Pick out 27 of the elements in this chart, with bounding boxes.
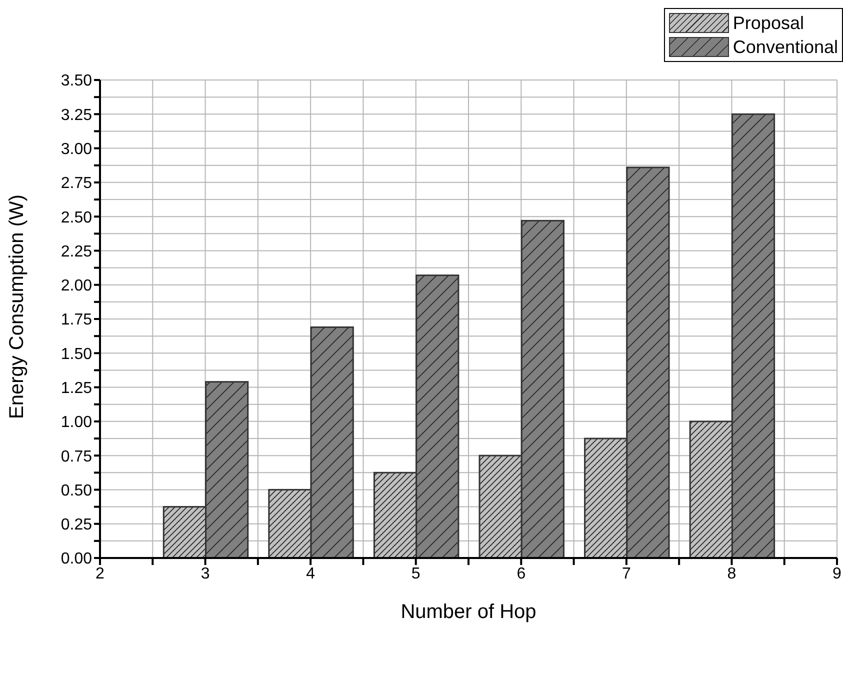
x-tick-label: 6 bbox=[516, 565, 526, 582]
y-tick-label: 3.00 bbox=[60, 140, 92, 158]
x-tick-label: 5 bbox=[411, 565, 420, 582]
x-tick-label: 4 bbox=[306, 565, 316, 582]
y-tick-label: 1.25 bbox=[60, 380, 92, 397]
y-tick-label: 2.00 bbox=[60, 278, 92, 295]
y-tick-label: 0.00 bbox=[60, 550, 92, 568]
y-tick-label: 3.25 bbox=[60, 106, 92, 124]
x-tick-label: 7 bbox=[622, 565, 631, 582]
y-tick-label: 2.50 bbox=[60, 209, 92, 226]
x-tick-label: 9 bbox=[832, 565, 842, 582]
y-tick-label: 0.75 bbox=[60, 448, 92, 466]
y-tick-label: 2.75 bbox=[60, 175, 92, 192]
y-tick-label: 1.00 bbox=[60, 414, 92, 432]
y-tick-label: 0.25 bbox=[60, 516, 92, 534]
y-tick-label: 3.50 bbox=[60, 72, 92, 90]
y-tick-label: 1.75 bbox=[60, 312, 92, 329]
x-tick-label: 3 bbox=[200, 565, 210, 582]
x-tick-label: 2 bbox=[96, 565, 105, 582]
y-tick-label: 0.50 bbox=[60, 482, 92, 500]
y-axis-title: Energy Consumption (W) bbox=[6, 194, 28, 419]
legend-label: Conventional bbox=[732, 36, 838, 59]
y-tick-label: 2.25 bbox=[60, 243, 92, 260]
x-tick-label: 8 bbox=[727, 565, 736, 582]
legend-label: Proposal bbox=[732, 12, 804, 35]
x-axis-title: Number of Hop bbox=[400, 601, 536, 623]
y-tick-label: 1.50 bbox=[60, 346, 92, 363]
